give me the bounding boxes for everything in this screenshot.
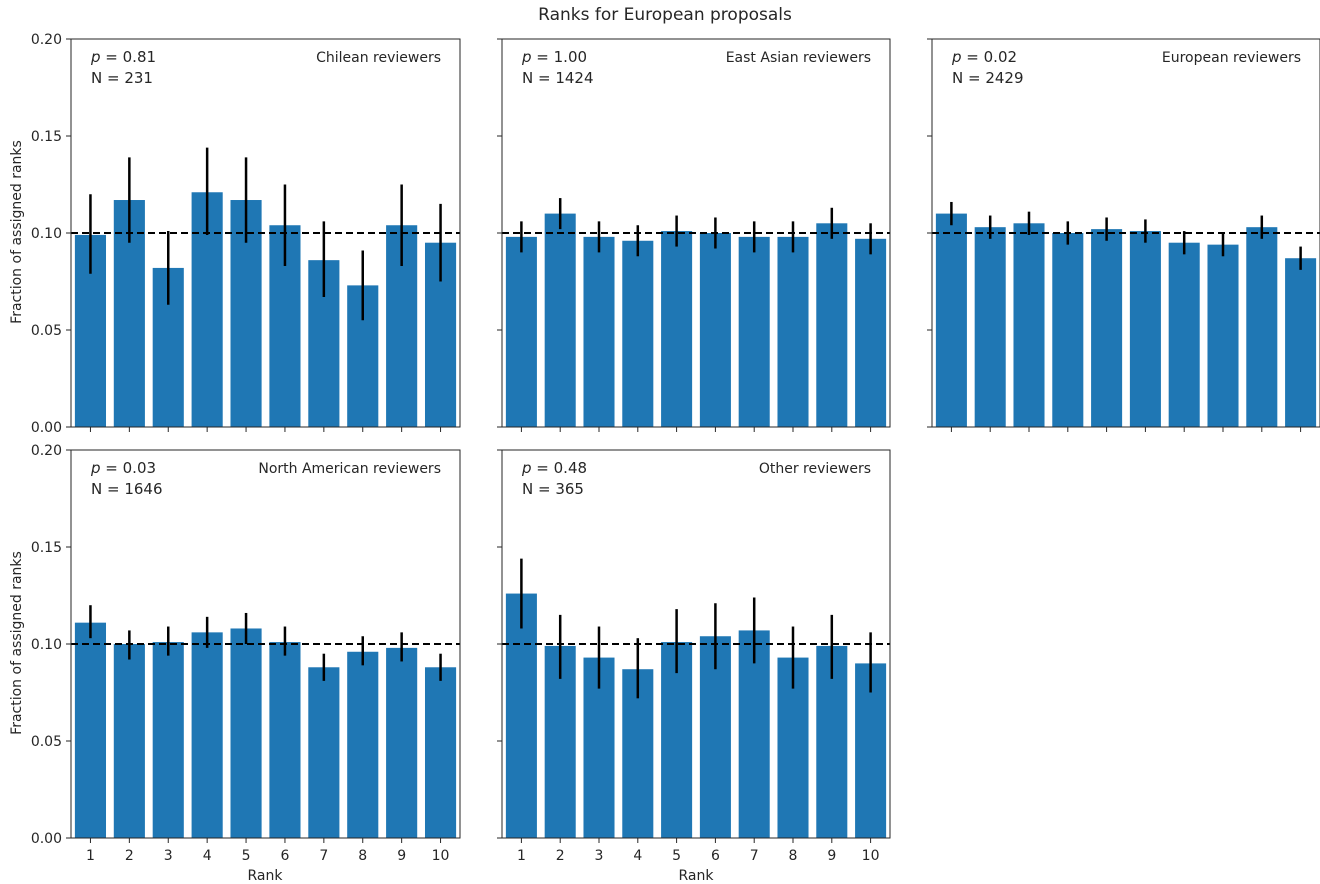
x-tick-label: 2: [125, 848, 134, 864]
panel-label: Chilean reviewers: [316, 50, 441, 66]
x-tick-label: 3: [164, 848, 173, 864]
x-tick-label: 4: [203, 848, 212, 864]
bar-rank-7: [1168, 242, 1200, 427]
bar-rank-5: [661, 642, 693, 838]
x-tick-label: 10: [432, 848, 450, 864]
bar-rank-1: [74, 622, 107, 838]
y-tick-label: 0.10: [31, 637, 62, 653]
n-annotation: N = 1646: [91, 480, 163, 498]
y-tick-label: 0.20: [31, 443, 62, 459]
bar-rank-4: [1052, 233, 1084, 427]
bar-rank-10: [424, 667, 457, 838]
bar-rank-6: [269, 642, 301, 838]
x-axis-label-middle: Rank: [679, 868, 715, 884]
bar-rank-1: [505, 236, 537, 427]
x-tick-label: 6: [280, 848, 289, 864]
panel-4: 0.00 0.05 0.10 0.15 0.20 1 2 3 4 5 6 7 8 9 10 p = 0.03 N…: [31, 443, 461, 864]
bar-rank-6: [1129, 231, 1161, 427]
bar-rank-3: [152, 642, 184, 838]
figure-title: Ranks for European proposals: [538, 5, 792, 25]
x-axis-label-left: Rank: [248, 868, 284, 884]
bar-rank-5: [230, 628, 262, 838]
y-axis-label-top: Fraction of assigned ranks: [9, 140, 25, 324]
panels: 0.00 0.05 0.10 0.15 0.20 p = 0.81 N = 231 Chile…: [31, 32, 1320, 864]
x-tick-label: 8: [789, 848, 798, 864]
x-tick-label: 9: [827, 848, 836, 864]
x-tick-label: 5: [242, 848, 251, 864]
p-value-annotation: p = 0.02: [951, 48, 1017, 66]
bar-rank-9: [1246, 227, 1278, 427]
n-annotation: N = 1424: [522, 69, 594, 87]
bar-rank-5: [661, 231, 693, 427]
panel-3: p = 0.02 N = 2429 European reviewers: [927, 38, 1320, 432]
bar-rank-2: [113, 644, 145, 838]
bar-rank-9: [386, 647, 418, 838]
n-annotation: N = 365: [522, 480, 584, 498]
y-tick-label: 0.05: [31, 734, 62, 750]
bar-rank-4: [191, 632, 223, 838]
panel-2: p = 1.00 N = 1424 East Asian reviewers: [497, 38, 891, 432]
panel-label: European reviewers: [1162, 50, 1301, 66]
bar-rank-1: [505, 593, 537, 838]
bar-rank-5: [1091, 229, 1123, 427]
y-tick-label: 0.00: [31, 420, 62, 436]
y-axis-label-bottom: Fraction of assigned ranks: [9, 551, 25, 735]
bar-rank-2: [974, 227, 1006, 427]
bar-rank-10: [1285, 258, 1317, 427]
x-tick-label: 3: [595, 848, 604, 864]
p-value-annotation: p = 1.00: [521, 48, 587, 66]
bar-rank-8: [777, 236, 809, 427]
n-annotation: N = 231: [91, 69, 153, 87]
x-tick-label: 5: [672, 848, 681, 864]
p-value-annotation: p = 0.03: [90, 459, 156, 477]
y-tick-label: 0.15: [31, 540, 62, 556]
bar-rank-8: [1207, 244, 1239, 427]
bar-rank-7: [738, 236, 770, 427]
y-tick-label: 0.15: [31, 129, 62, 145]
p-value-annotation: p = 0.81: [90, 48, 156, 66]
x-tick-label: 7: [750, 848, 759, 864]
panel-label: Other reviewers: [759, 461, 871, 477]
x-tick-label: 9: [397, 848, 406, 864]
x-tick-label: 1: [86, 848, 95, 864]
bar-rank-10: [855, 238, 887, 427]
x-tick-label: 10: [862, 848, 880, 864]
panel-1: 0.00 0.05 0.10 0.15 0.20 p = 0.81 N = 231 Chile…: [31, 32, 461, 436]
x-tick-label: 2: [556, 848, 565, 864]
x-tick-label: 7: [319, 848, 328, 864]
bar-rank-2: [544, 213, 576, 427]
bar-rank-3: [1013, 223, 1045, 427]
x-tick-label: 8: [358, 848, 367, 864]
n-annotation: N = 2429: [952, 69, 1024, 87]
bar-rank-4: [622, 240, 654, 427]
bar-rank-7: [738, 630, 770, 838]
x-tick-label: 6: [711, 848, 720, 864]
bar-rank-7: [308, 667, 340, 838]
x-tick-label: 1: [517, 848, 526, 864]
panel-label: East Asian reviewers: [726, 50, 871, 66]
bar-rank-9: [816, 223, 848, 427]
y-tick-label: 0.00: [31, 831, 62, 847]
panel-label: North American reviewers: [258, 461, 441, 477]
bar-rank-3: [583, 236, 615, 427]
bar-rank-6: [699, 233, 731, 427]
bar-rank-1: [935, 213, 967, 427]
p-value-annotation: p = 0.48: [521, 459, 587, 477]
bar-rank-8: [347, 651, 379, 838]
y-tick-label: 0.10: [31, 226, 62, 242]
y-tick-label: 0.05: [31, 323, 62, 339]
y-tick-label: 0.20: [31, 32, 62, 48]
bar-rank-6: [699, 636, 731, 838]
panel-5: 1 2 3 4 5 6 7 8 9 10 p = 0.48 N = 365 Other reviewer…: [497, 449, 891, 864]
x-tick-label: 4: [633, 848, 642, 864]
